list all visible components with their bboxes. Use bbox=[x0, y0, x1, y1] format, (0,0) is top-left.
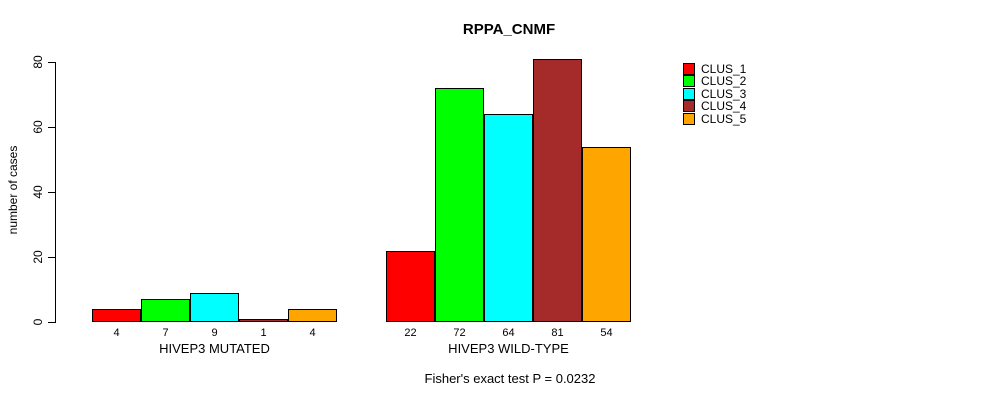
y-tick bbox=[48, 192, 56, 193]
bar-value-label: 4 bbox=[309, 327, 316, 339]
legend-label: CLUS_3 bbox=[701, 86, 747, 101]
legend-label: CLUS_5 bbox=[701, 111, 747, 126]
y-tick bbox=[48, 257, 56, 258]
legend-label: CLUS_1 bbox=[701, 62, 747, 76]
bar bbox=[190, 292, 239, 322]
y-tick-label: 40 bbox=[31, 185, 45, 199]
bar-value-label: 72 bbox=[453, 327, 466, 339]
legend-swatch bbox=[683, 112, 695, 125]
bar-value-label: 1 bbox=[260, 327, 267, 339]
bar-value-label: 7 bbox=[162, 327, 169, 339]
bar-value-label: 4 bbox=[113, 327, 120, 339]
y-tick-label: 60 bbox=[31, 120, 45, 134]
y-tick-label: 80 bbox=[31, 55, 45, 69]
legend-swatch bbox=[683, 100, 695, 113]
y-tick bbox=[48, 127, 56, 128]
x-category-label: HIVEP3 MUTATED bbox=[159, 341, 270, 356]
y-tick-label: 20 bbox=[31, 250, 45, 264]
chart-title: RPPA_CNMF bbox=[462, 21, 556, 38]
annotation-text: Fisher's exact test P = 0.0232 bbox=[424, 371, 596, 386]
y-tick bbox=[48, 62, 56, 63]
legend-swatch bbox=[683, 75, 695, 88]
y-tick bbox=[48, 322, 56, 323]
bar-value-label: 54 bbox=[600, 327, 613, 339]
y-tick-label: 0 bbox=[31, 318, 45, 326]
bar-value-label: 9 bbox=[211, 327, 218, 339]
bar bbox=[92, 309, 141, 322]
bar bbox=[239, 318, 288, 322]
bar-value-label: 81 bbox=[551, 327, 564, 339]
legend-label: CLUS_2 bbox=[701, 74, 747, 89]
bar bbox=[288, 309, 337, 322]
legend-swatch bbox=[683, 87, 695, 100]
bar bbox=[582, 146, 631, 322]
legend-label: CLUS_4 bbox=[701, 99, 747, 114]
bar bbox=[435, 88, 484, 322]
y-axis-label: number of cases bbox=[6, 145, 20, 235]
x-category-label: HIVEP3 WILD-TYPE bbox=[448, 341, 569, 356]
bar bbox=[484, 114, 533, 322]
bar bbox=[386, 250, 435, 322]
bar bbox=[533, 58, 582, 322]
bar-value-label: 64 bbox=[502, 327, 515, 339]
bar-value-label: 22 bbox=[404, 327, 417, 339]
bar bbox=[141, 299, 190, 322]
legend-swatch bbox=[683, 63, 695, 75]
